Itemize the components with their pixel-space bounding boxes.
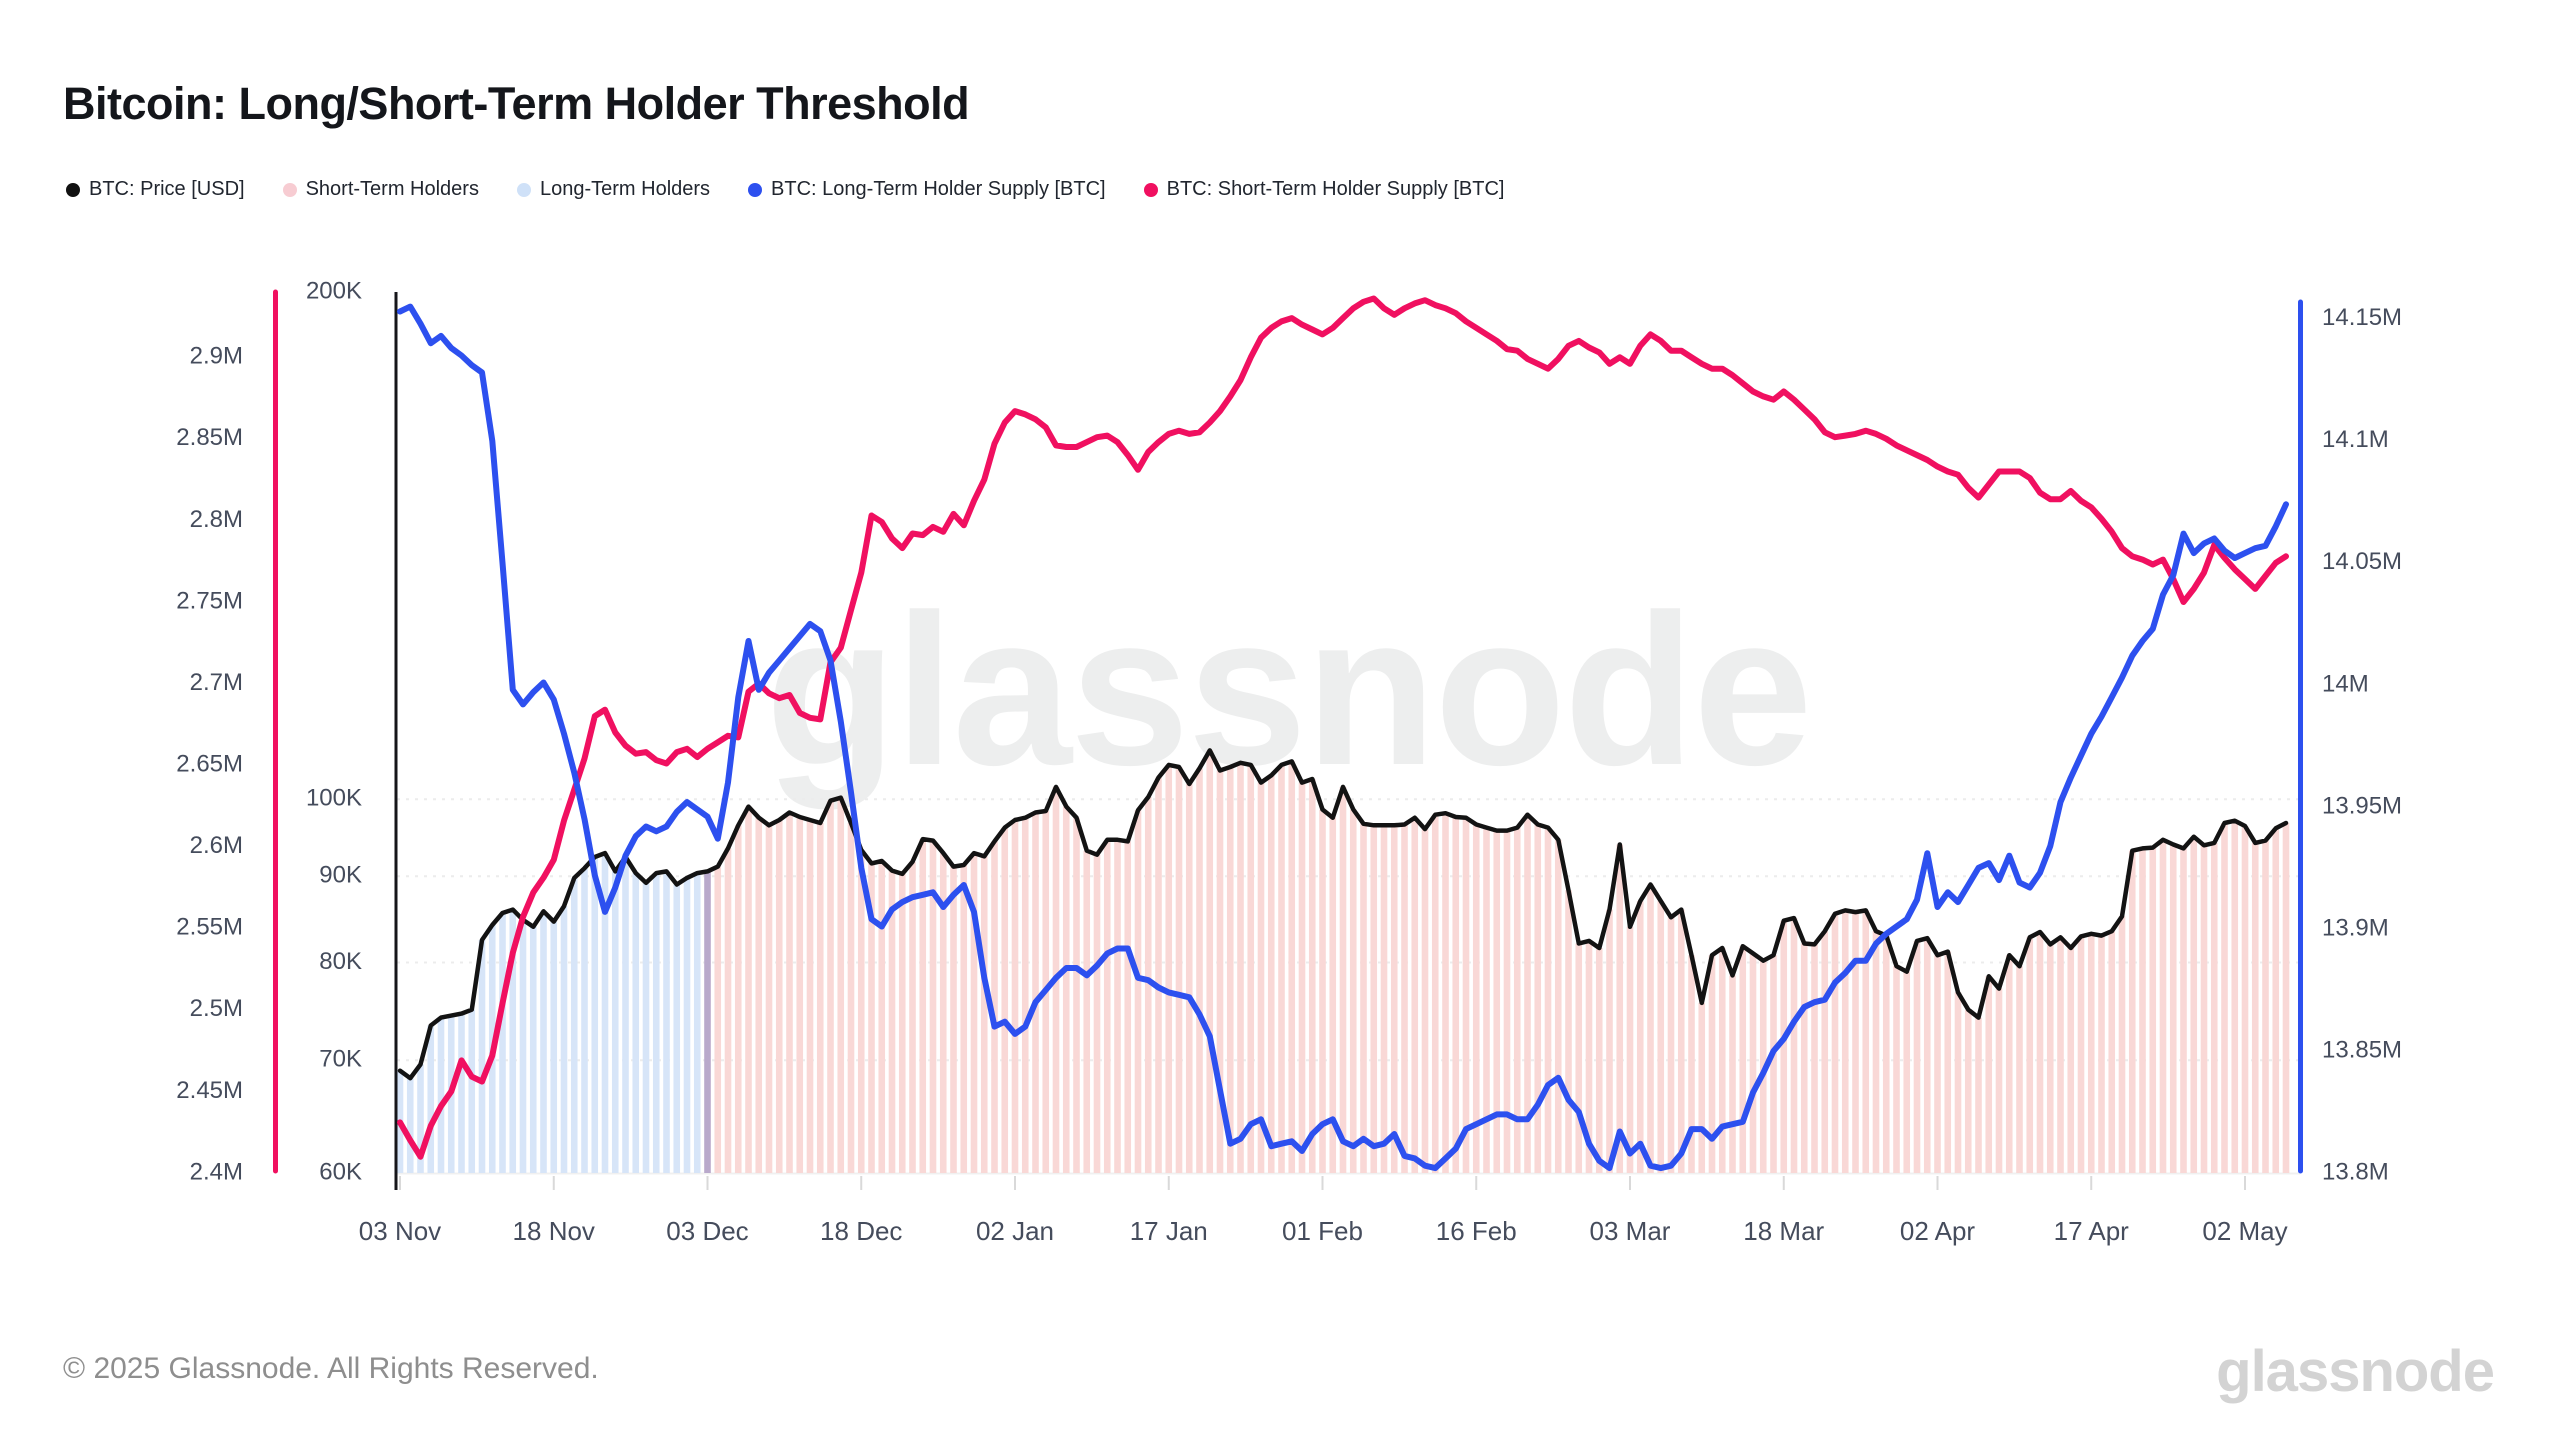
legend-dot-icon: [748, 182, 763, 197]
svg-text:2.85M: 2.85M: [176, 424, 243, 451]
svg-text:01 Feb: 01 Feb: [1282, 1216, 1363, 1246]
svg-text:03 Nov: 03 Nov: [359, 1216, 441, 1246]
svg-text:02 Apr: 02 Apr: [1900, 1216, 1976, 1246]
legend-item-lth-supply[interactable]: BTC: Long-Term Holder Supply [BTC]: [748, 178, 1106, 201]
legend-dot-icon: [282, 182, 297, 197]
svg-text:13.9M: 13.9M: [2322, 914, 2389, 941]
svg-text:17 Apr: 17 Apr: [2054, 1216, 2130, 1246]
svg-text:2.6M: 2.6M: [190, 832, 243, 859]
svg-text:2.7M: 2.7M: [190, 669, 243, 696]
legend-item-short-term-holders[interactable]: Short-Term Holders: [282, 178, 479, 201]
svg-text:18 Dec: 18 Dec: [820, 1216, 902, 1246]
svg-text:13.85M: 13.85M: [2322, 1036, 2402, 1063]
svg-text:16 Feb: 16 Feb: [1436, 1216, 1517, 1246]
holder-bars: [396, 750, 2290, 1173]
svg-text:13.8M: 13.8M: [2322, 1158, 2389, 1185]
svg-text:14.05M: 14.05M: [2322, 548, 2402, 575]
svg-text:2.75M: 2.75M: [176, 587, 243, 614]
legend-dot-icon: [516, 182, 531, 197]
axis-tick-labels: 2.9M 2.85M 2.8M 2.75M 2.7M 2.65M 2.6M 2.55M 2.5M…: [176, 277, 2402, 1246]
svg-text:2.8M: 2.8M: [190, 506, 243, 533]
legend-item-label: Long-Term Holders: [539, 178, 711, 200]
svg-text:17 Jan: 17 Jan: [1130, 1216, 1208, 1246]
svg-text:200K: 200K: [306, 277, 362, 304]
price-line: [397, 748, 2289, 1081]
svg-text:03 Mar: 03 Mar: [1590, 1216, 1671, 1246]
legend-item-long-term-holders[interactable]: Long-Term Holders: [516, 178, 711, 201]
x-axis-ticks: [399, 1176, 2246, 1190]
svg-text:2.5M: 2.5M: [190, 995, 243, 1022]
svg-text:100K: 100K: [306, 785, 362, 812]
price-gridlines: [397, 798, 2300, 1175]
legend-item-label: Short-Term Holders: [305, 178, 479, 200]
sth-supply-line: [397, 295, 2289, 1160]
chart-legend: BTC: Price [USD] Short-Term Holders Long…: [66, 178, 1504, 201]
copyright-text: © 2025 Glassnode. All Rights Reserved.: [63, 1352, 599, 1385]
svg-text:02 Jan: 02 Jan: [976, 1216, 1054, 1246]
legend-item-label: BTC: Short-Term Holder Supply [BTC]: [1166, 178, 1505, 200]
legend-item-btc-price[interactable]: BTC: Price [USD]: [66, 178, 245, 201]
svg-text:2.9M: 2.9M: [190, 343, 243, 370]
svg-text:2.45M: 2.45M: [176, 1077, 243, 1104]
axis-lines: [273, 289, 2303, 1190]
svg-text:90K: 90K: [319, 862, 362, 889]
svg-text:2.4M: 2.4M: [190, 1158, 243, 1185]
svg-text:60K: 60K: [319, 1158, 362, 1185]
svg-text:13.95M: 13.95M: [2322, 792, 2402, 819]
lth-supply-line: [397, 303, 2289, 1172]
svg-text:80K: 80K: [319, 948, 362, 975]
svg-text:18 Mar: 18 Mar: [1743, 1216, 1824, 1246]
svg-text:70K: 70K: [319, 1046, 362, 1073]
svg-text:02 May: 02 May: [2202, 1216, 2287, 1246]
legend-dot-icon: [1143, 182, 1158, 197]
glassnode-logo: glassnode: [2216, 1339, 2495, 1404]
legend-item-sth-supply[interactable]: BTC: Short-Term Holder Supply [BTC]: [1143, 178, 1505, 201]
svg-text:14M: 14M: [2322, 670, 2369, 697]
svg-text:18 Nov: 18 Nov: [513, 1216, 595, 1246]
legend-dot-icon: [66, 182, 80, 197]
legend-item-label: BTC: Price [USD]: [89, 178, 245, 200]
svg-text:14.1M: 14.1M: [2322, 426, 2389, 453]
legend-item-label: BTC: Long-Term Holder Supply [BTC]: [771, 178, 1106, 200]
svg-text:2.55M: 2.55M: [176, 914, 243, 941]
page-title: Bitcoin: Long/Short-Term Holder Threshol…: [63, 78, 970, 130]
svg-text:2.65M: 2.65M: [176, 750, 243, 777]
svg-text:03 Dec: 03 Dec: [666, 1216, 748, 1246]
svg-text:14.15M: 14.15M: [2322, 304, 2402, 331]
